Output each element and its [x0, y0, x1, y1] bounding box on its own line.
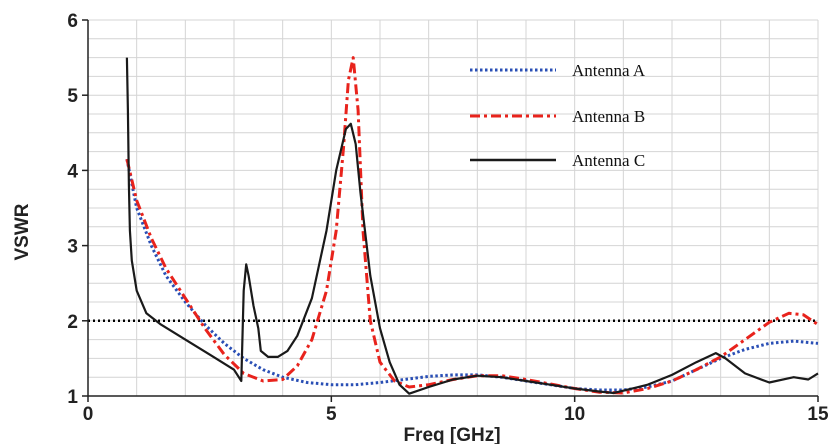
- x-tick-label: 10: [564, 404, 585, 425]
- series-line-3: [125, 57, 819, 395]
- legend-label-1: Antenna A: [572, 61, 646, 80]
- tick-labels: 1 2 3 4 5 6 0 5 10 15: [67, 11, 829, 425]
- series-group: [125, 56, 819, 395]
- legend-label-2: Antenna B: [572, 107, 645, 126]
- y-tick-label: 5: [67, 86, 78, 107]
- x-axis-label: Freq [GHz]: [403, 425, 500, 444]
- y-axis-label: VSWR: [12, 203, 33, 260]
- legend: Antenna A Antenna B Antenna C: [470, 61, 646, 170]
- grid: [87, 19, 819, 397]
- y-tick-label: 4: [67, 161, 78, 182]
- y-tick-label: 2: [67, 312, 78, 333]
- y-tick-label: 1: [67, 387, 78, 408]
- x-tick-label: 5: [326, 404, 337, 425]
- axes: [82, 19, 819, 402]
- y-tick-label: 3: [67, 237, 78, 258]
- x-tick-label: 0: [83, 404, 94, 425]
- series-line-2: [125, 56, 819, 395]
- series-line-1: [125, 158, 819, 392]
- y-tick-label: 6: [67, 11, 78, 32]
- legend-label-3: Antenna C: [572, 151, 645, 170]
- x-tick-label: 15: [807, 404, 829, 425]
